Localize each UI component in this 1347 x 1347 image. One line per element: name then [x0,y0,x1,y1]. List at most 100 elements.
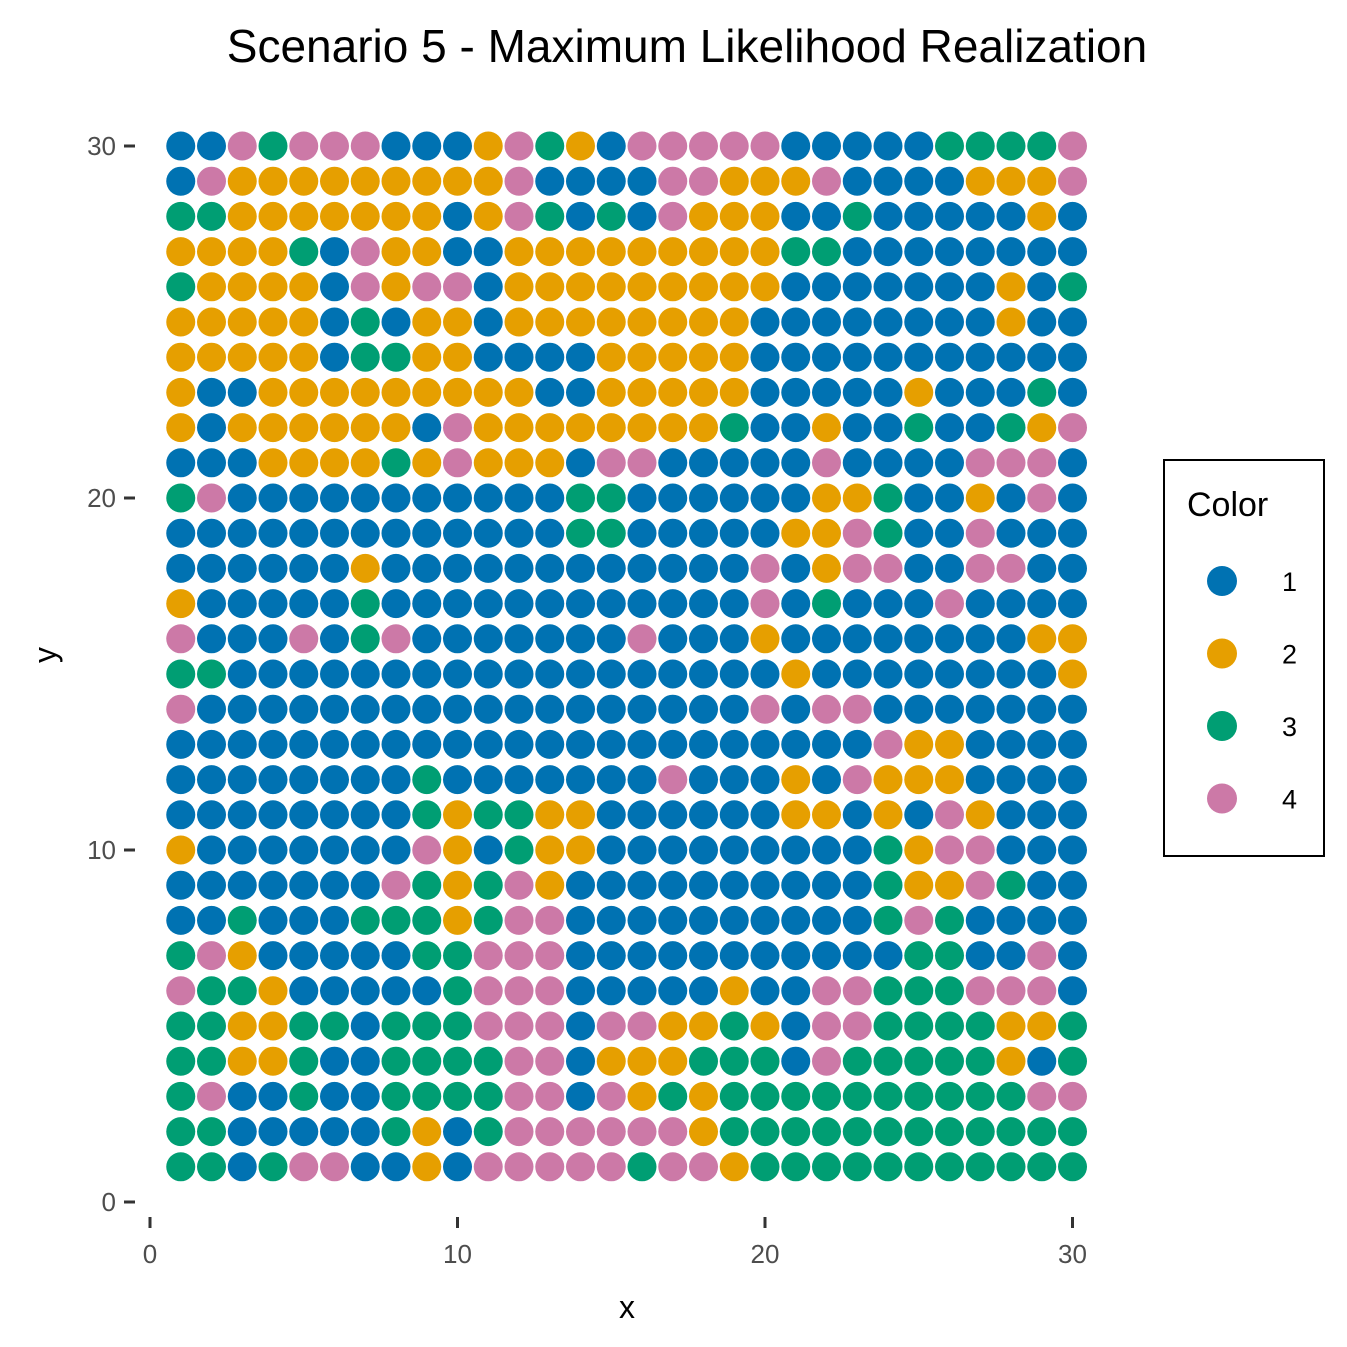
data-point [1058,1081,1087,1111]
data-point [842,201,872,231]
data-point [289,624,319,654]
data-point [627,272,657,302]
data-point [566,624,595,654]
data-point [842,483,872,513]
data-point [504,377,534,407]
data-point [320,905,349,935]
data-point [781,272,811,302]
data-point [381,976,411,1006]
data-point [350,976,380,1006]
data-point [566,765,595,795]
data-point [750,342,780,372]
data-point [166,800,196,830]
data-point [166,694,196,724]
data-point [166,765,196,795]
data-point [873,1152,903,1182]
data-point [258,976,288,1006]
data-point [443,659,472,689]
data-point [873,624,903,654]
data-point [750,1081,780,1111]
data-point [504,905,534,935]
data-point [504,342,534,372]
data-point [535,1117,565,1147]
data-point [935,729,964,759]
data-point [412,131,442,161]
data-point [350,624,380,654]
data-point [320,765,349,795]
data-point [289,166,319,196]
data-point [781,201,811,231]
data-point [473,694,503,724]
data-point [197,800,226,830]
data-point [289,765,319,795]
data-point [1027,765,1057,795]
data-point [289,553,319,583]
data-point [935,765,964,795]
data-point [1027,589,1057,619]
data-point [381,941,411,971]
data-point [227,800,257,830]
data-point [627,1046,657,1076]
data-point [504,237,534,267]
data-point [719,272,749,302]
data-point [812,659,841,689]
data-point [781,800,811,830]
data-point [320,237,349,267]
data-point [258,941,288,971]
data-point [227,553,257,583]
data-point [289,1011,319,1041]
data-point [350,553,380,583]
data-point [842,659,872,689]
data-point [1058,166,1087,196]
data-point [473,905,503,935]
data-point [566,976,595,1006]
data-point [689,976,718,1006]
data-point [1058,905,1087,935]
data-point [658,800,688,830]
data-point [473,483,503,513]
data-point [473,201,503,231]
data-point [812,1117,841,1147]
data-point [750,870,780,900]
data-point [965,800,995,830]
data-point [627,483,657,513]
data-point [1027,729,1057,759]
data-point [750,448,780,478]
data-point [443,765,472,795]
data-point [258,1081,288,1111]
data-point [842,1117,872,1147]
data-point [812,518,841,548]
data-point [873,483,903,513]
data-point [689,307,718,337]
data-point [535,1081,565,1111]
data-point [842,1046,872,1076]
data-point [719,800,749,830]
data-point [350,835,380,865]
data-point [320,166,349,196]
data-point [258,413,288,443]
data-point [166,237,196,267]
data-point [935,307,964,337]
data-point [381,729,411,759]
data-point [781,835,811,865]
data-point [904,518,934,548]
data-point [842,377,872,407]
data-point [166,377,196,407]
data-point [935,1046,964,1076]
data-point [689,1081,718,1111]
data-point [873,1117,903,1147]
data-point [443,694,472,724]
data-point [904,765,934,795]
data-point [381,1081,411,1111]
data-point [935,166,964,196]
data-point [320,483,349,513]
data-point [596,448,626,478]
data-point [689,518,718,548]
data-point [627,1152,657,1182]
data-point [381,272,411,302]
data-point [227,201,257,231]
data-point [443,448,472,478]
data-point [965,976,995,1006]
data-point [566,1117,595,1147]
data-point [258,377,288,407]
